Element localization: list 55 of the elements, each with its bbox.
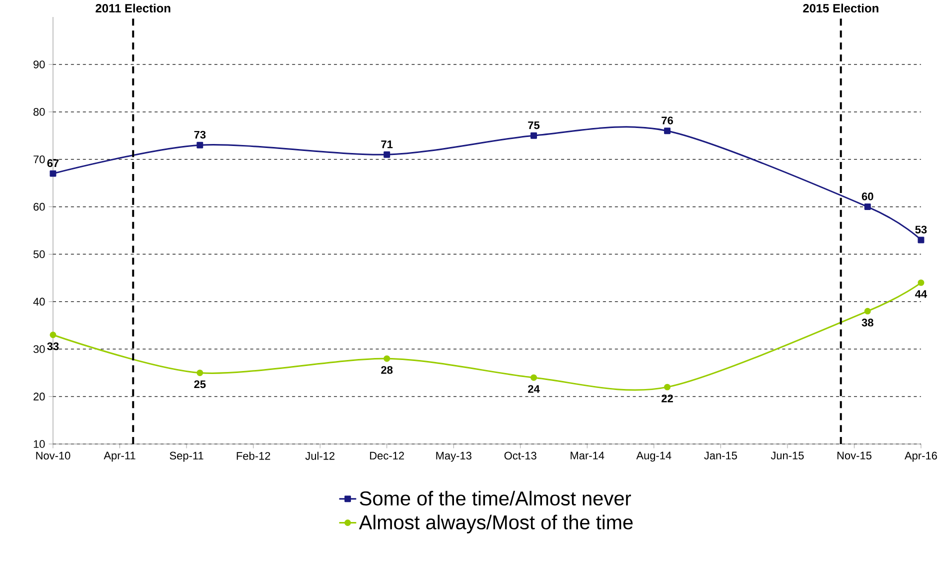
x-tick-label: Nov-10 bbox=[36, 452, 70, 460]
data-label: 76 bbox=[662, 116, 673, 124]
y-tick-label: 30 bbox=[33, 345, 45, 353]
ref-line-label: 2015 Election bbox=[803, 4, 878, 12]
point bbox=[50, 170, 56, 177]
y-tick-label: 40 bbox=[33, 298, 45, 306]
point bbox=[530, 374, 537, 381]
data-label: 71 bbox=[381, 140, 393, 148]
data-label: 67 bbox=[47, 159, 59, 168]
y-tick-label: 10 bbox=[34, 440, 45, 448]
data-label: 75 bbox=[528, 121, 540, 130]
point bbox=[864, 204, 871, 210]
point bbox=[918, 279, 924, 286]
data-label: 53 bbox=[915, 226, 927, 234]
legend-label: Some of the time/Almost never bbox=[360, 490, 632, 506]
x-tick-label: Feb-12 bbox=[236, 452, 270, 460]
data-label: 73 bbox=[194, 130, 206, 139]
data-label: 33 bbox=[47, 342, 59, 350]
y-tick-label: 20 bbox=[34, 392, 45, 400]
x-tick-label: Jul-12 bbox=[305, 452, 334, 460]
y-tick-label: 80 bbox=[34, 108, 45, 116]
x-tick-label: Jan-15 bbox=[704, 452, 737, 460]
data-label: 22 bbox=[662, 394, 673, 402]
x-tick-label: Dec-12 bbox=[370, 452, 404, 460]
y-tick-label: 50 bbox=[33, 250, 45, 258]
x-tick-label: May-13 bbox=[436, 452, 472, 462]
point bbox=[196, 142, 204, 148]
x-tick-label: Mar-14 bbox=[570, 452, 604, 460]
y-tick-label: 60 bbox=[34, 202, 45, 211]
x-tick-label: Oct-13 bbox=[504, 452, 536, 460]
point bbox=[918, 236, 924, 244]
legend-label: Almost always/Most of the time bbox=[358, 514, 633, 534]
y-tick-label: 70 bbox=[34, 155, 45, 164]
x-tick-label: Apr-16 bbox=[904, 452, 937, 462]
point bbox=[196, 370, 204, 376]
point bbox=[384, 151, 390, 158]
x-tick-label: Nov-15 bbox=[837, 452, 872, 460]
data-label: 28 bbox=[381, 366, 393, 374]
point bbox=[530, 132, 537, 139]
point bbox=[384, 355, 390, 362]
data-label: 60 bbox=[862, 192, 874, 200]
x-tick-label: Sep-11 bbox=[170, 452, 204, 462]
ref-line-label: 2011 Election bbox=[96, 4, 170, 12]
point bbox=[664, 384, 671, 390]
data-label: 24 bbox=[528, 385, 540, 393]
point bbox=[864, 308, 871, 314]
data-label: 25 bbox=[194, 380, 206, 388]
x-tick-label: Apr-11 bbox=[104, 452, 136, 462]
point bbox=[664, 128, 671, 134]
point bbox=[50, 332, 56, 338]
data-label: 38 bbox=[862, 318, 874, 326]
data-label: 44 bbox=[915, 290, 928, 298]
x-tick-label: Aug-14 bbox=[636, 452, 672, 462]
x-tick-label: Jun-15 bbox=[770, 452, 804, 460]
y-tick-label: 90 bbox=[34, 60, 45, 68]
